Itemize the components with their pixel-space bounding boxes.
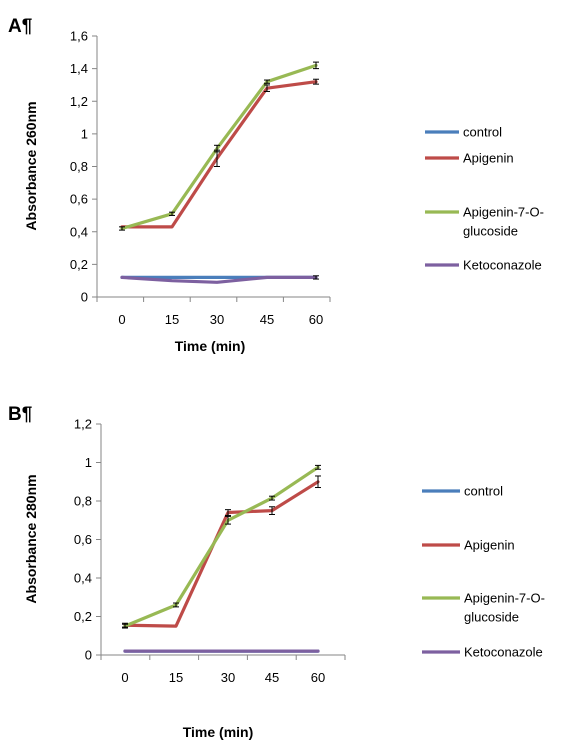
y-axis-title: Absorbance 280nm (23, 474, 39, 603)
chart-panel-a: A¶ 0 0,2 0,4 0,6 0,8 1 1,2 1,4 1,6 0 15 30 45 60 Absorb… (8, 16, 544, 354)
legend-label: glucoside (464, 610, 519, 625)
x-tick-label: 15 (165, 312, 179, 327)
y-tick-label: 0 (81, 290, 88, 305)
x-tick-label: 45 (265, 670, 279, 685)
y-tick-label: 0 (85, 648, 92, 663)
panel-label: B¶ (8, 404, 32, 425)
y-tick-label: 0,2 (70, 257, 88, 272)
y-tick-label: 0,8 (70, 159, 88, 174)
chart-panel-b: B¶ 0 0,2 0,4 0,6 0,8 1 1,2 0 15 30 45 60 Absorbance 2… (8, 404, 545, 740)
x-tick-label: 60 (311, 670, 325, 685)
y-tick-label: 1,4 (70, 61, 88, 76)
x-tick-label: 15 (169, 670, 183, 685)
legend-label: Apigenin (464, 538, 515, 553)
legend-label: control (464, 484, 503, 499)
x-axis-title: Time (min) (183, 724, 254, 740)
series-line-ketoconazole (120, 275, 318, 284)
legend-label: Apigenin (463, 151, 514, 166)
y-tick-label: 1,2 (70, 94, 88, 109)
x-tick-label: 45 (260, 312, 274, 327)
series-line-apigenin (120, 80, 318, 229)
y-tick-label: 1,2 (74, 417, 92, 432)
legend-label: Ketoconazole (463, 258, 542, 273)
legend-label: glucoside (463, 224, 518, 239)
series-line-apigenin (123, 480, 320, 628)
x-tick-label: 60 (309, 312, 323, 327)
legend-label: Ketoconazole (464, 645, 543, 660)
x-tick-label: 30 (221, 670, 235, 685)
x-tick-label: 0 (121, 670, 128, 685)
y-tick-label: 0,2 (74, 609, 92, 624)
x-axis-title: Time (min) (175, 338, 246, 354)
y-tick-label: 1 (81, 126, 88, 141)
legend-label: control (463, 125, 502, 140)
x-tick-label: 0 (118, 312, 125, 327)
legend-label: Apigenin-7-O- (463, 205, 544, 220)
panel-label: A¶ (8, 16, 32, 37)
y-axis-title: Absorbance 260nm (23, 101, 39, 230)
series-line-apigenin-7-o-glucoside (120, 63, 318, 231)
y-tick-label: 1,6 (70, 29, 88, 44)
y-tick-label: 0,6 (70, 192, 88, 207)
y-tick-label: 0,4 (70, 224, 88, 239)
y-tick-label: 1 (85, 455, 92, 470)
y-tick-label: 0,4 (74, 571, 92, 586)
y-tick-label: 0,8 (74, 494, 92, 509)
x-tick-label: 30 (210, 312, 224, 327)
series-line-apigenin-7-o-glucoside (123, 465, 320, 628)
legend-label: Apigenin-7-O- (464, 591, 545, 606)
y-tick-label: 0,6 (74, 532, 92, 547)
